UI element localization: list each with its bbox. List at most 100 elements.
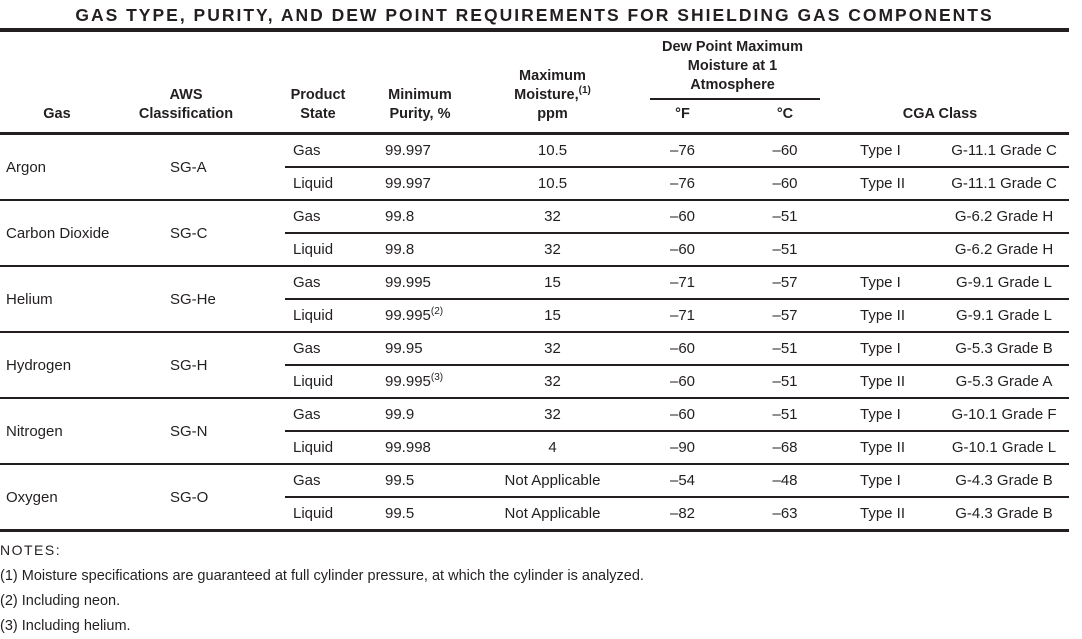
note-item-3: (3) Including helium. — [0, 618, 131, 634]
cell-gas-name: Oxygen — [6, 488, 58, 506]
cell-cga-grade: G-5.3 Grade A — [955, 373, 1053, 390]
cell-dew-point-c: –51 — [735, 332, 835, 366]
cell-aws-classification: SG-H — [170, 356, 208, 374]
cell-dew-point-c: –63 — [772, 505, 798, 522]
gas-group-oxygen: Oxygen SG-O Gas 99.5 Not Applicable –54 –48 Typ… — [0, 464, 1069, 531]
cell-product-state: Liquid — [293, 175, 334, 192]
dew-point-line2: Moisture at 1 — [687, 58, 778, 74]
notes-section: NOTES: (1) Moisture specifications are g… — [0, 541, 1069, 639]
col-header-gas-label: Gas — [43, 106, 71, 122]
table-row: Liquid 99.995(3) 32 –60 –51 Type II G-5.3 Grad… — [0, 365, 1069, 398]
cell-cga-grade: G-4.3 Grade B — [925, 464, 1069, 498]
cell-dew-point-f: –76 — [630, 133, 735, 168]
col-header-moisture-line2: Moisture,(1) — [475, 86, 630, 105]
cell-cga-grade: G-6.2 Grade H — [925, 200, 1069, 234]
cell-product-state: Liquid — [293, 373, 334, 390]
cell-maximum-moisture: 32 — [475, 200, 630, 234]
col-header-cga-class: CGA Class — [835, 32, 1069, 135]
footnote-ref: (2) — [430, 306, 444, 317]
cell-cga-type: Type I — [835, 332, 925, 366]
col-header-gas: Gas — [0, 32, 130, 135]
cell-dew-point-c: –51 — [772, 241, 798, 258]
col-header-moisture-line1: Maximum — [519, 68, 586, 84]
table-row: Nitrogen SG-N Gas 99.9 32 –60 –51 Type I G-10.1 … — [0, 398, 1069, 440]
notes-label: NOTES: — [0, 542, 62, 558]
table-row: Oxygen SG-O Gas 99.5 Not Applicable –54 –48 Typ… — [0, 464, 1069, 506]
cell-cga-type: Type I — [835, 266, 925, 300]
col-header-maximum-moisture: Maximum Moisture,(1) ppm — [475, 32, 630, 135]
cell-gas-name: Argon — [6, 158, 47, 176]
cell-dew-point-f: –60 — [630, 200, 735, 234]
dew-point-underline — [650, 98, 820, 100]
cell-product-state: Liquid — [293, 241, 334, 258]
col-header-deg-f: °F — [675, 106, 690, 122]
cell-cga-grade: G-6.2 Grade H — [954, 241, 1054, 258]
cell-product-state: Liquid — [293, 505, 334, 522]
cell-dew-point-f: –76 — [669, 175, 696, 192]
cell-minimum-purity: 99.997 — [385, 175, 431, 192]
cell-dew-point-f: –71 — [630, 266, 735, 300]
cell-minimum-purity: 99.5 — [385, 505, 415, 522]
gas-requirements-table: Gas AWS Classification Product State Min… — [0, 32, 1069, 532]
cell-cga-type: Type II — [860, 505, 906, 522]
cell-gas-name: Nitrogen — [6, 422, 63, 440]
cell-dew-point-c: –51 — [735, 200, 835, 234]
table-row: Hydrogen SG-H Gas 99.95 32 –60 –51 Type I G-5.3 … — [0, 332, 1069, 374]
table-row: Liquid 99.995(2) 15 –71 –57 Type II G-9.1 Grad… — [0, 299, 1069, 332]
cell-product-state: Liquid — [293, 307, 334, 324]
cell-dew-point-c: –57 — [772, 307, 798, 324]
table-row: Liquid 99.5 Not Applicable –82 –63 Type II G-4… — [0, 497, 1069, 531]
table-row: Argon SG-A Gas 99.997 10.5 –76 –60 Type I G-11.1… — [0, 133, 1069, 176]
cell-dew-point-c: –57 — [735, 266, 835, 300]
cell-cga-grade: G-9.1 Grade L — [956, 307, 1052, 324]
cell-dew-point-f: –60 — [630, 398, 735, 432]
col-header-aws-line2: Classification — [138, 106, 234, 122]
cell-maximum-moisture: Not Applicable — [475, 464, 630, 498]
cell-dew-point-c: –51 — [772, 373, 798, 390]
footnote-ref: (3) — [430, 372, 444, 383]
table-row: Helium SG-He Gas 99.995 15 –71 –57 Type I G-9.1 … — [0, 266, 1069, 308]
dew-point-subheaders: °F °C — [630, 105, 835, 124]
cell-minimum-purity: 99.997 — [375, 133, 475, 168]
cell-minimum-purity: 99.998 — [385, 439, 431, 456]
cell-maximum-moisture: Not Applicable — [504, 505, 601, 522]
cell-cga-grade: G-11.1 Grade C — [925, 133, 1069, 168]
table-title: GAS TYPE, PURITY, AND DEW POINT REQUIREM… — [75, 5, 994, 25]
cell-minimum-purity: 99.995 — [375, 266, 475, 300]
cell-minimum-purity: 99.9 — [375, 398, 475, 432]
cell-maximum-moisture: 15 — [544, 307, 561, 324]
cell-product-state: Gas — [285, 133, 375, 168]
cell-maximum-moisture: 10.5 — [537, 175, 568, 192]
cell-cga-grade: G-4.3 Grade B — [955, 505, 1053, 522]
cell-cga-grade: G-10.1 Grade F — [925, 398, 1069, 432]
cell-dew-point-c: –68 — [772, 439, 798, 456]
cell-cga-type: Type I — [835, 398, 925, 432]
cell-aws-classification: SG-He — [170, 290, 216, 308]
gas-group-argon: Argon SG-A Gas 99.997 10.5 –76 –60 Type I G-11.1… — [0, 133, 1069, 200]
dew-point-line1: Dew Point Maximum — [662, 39, 803, 55]
gas-group-carbon-dioxide: Carbon Dioxide SG-C Gas 99.8 32 –60 –51 G-6.2 G… — [0, 200, 1069, 266]
cell-dew-point-c: –60 — [772, 175, 798, 192]
cell-gas-name: Hydrogen — [6, 356, 72, 374]
cell-cga-grade: G-11.1 Grade C — [951, 175, 1057, 192]
table-row: Liquid 99.8 32 –60 –51 G-6.2 Grade H — [0, 233, 1069, 266]
cell-cga-type: Type II — [860, 307, 906, 324]
cell-dew-point-f: –60 — [669, 241, 696, 258]
cell-gas-name: Helium — [6, 290, 53, 308]
cell-maximum-moisture: 10.5 — [475, 133, 630, 168]
table-header: Gas AWS Classification Product State Min… — [0, 32, 1069, 135]
header-row: Gas AWS Classification Product State Min… — [0, 32, 1069, 135]
cell-maximum-moisture: 15 — [475, 266, 630, 300]
table-row: Liquid 99.997 10.5 –76 –60 Type II G-11.1 Grad… — [0, 167, 1069, 200]
col-header-aws-classification: AWS Classification — [130, 32, 285, 135]
cell-cga-type: Type I — [835, 133, 925, 168]
cell-minimum-purity: 99.8 — [385, 241, 415, 258]
cell-product-state: Gas — [285, 200, 375, 234]
cell-maximum-moisture: 4 — [548, 439, 557, 456]
cell-cga-type — [835, 200, 925, 234]
cell-maximum-moisture: 32 — [475, 332, 630, 366]
note-item-1: (1) Moisture specifications are guarante… — [0, 568, 644, 584]
cell-cga-type: Type II — [860, 175, 906, 192]
cell-cga-type: Type II — [860, 373, 906, 390]
cell-aws-classification: SG-A — [170, 158, 207, 176]
